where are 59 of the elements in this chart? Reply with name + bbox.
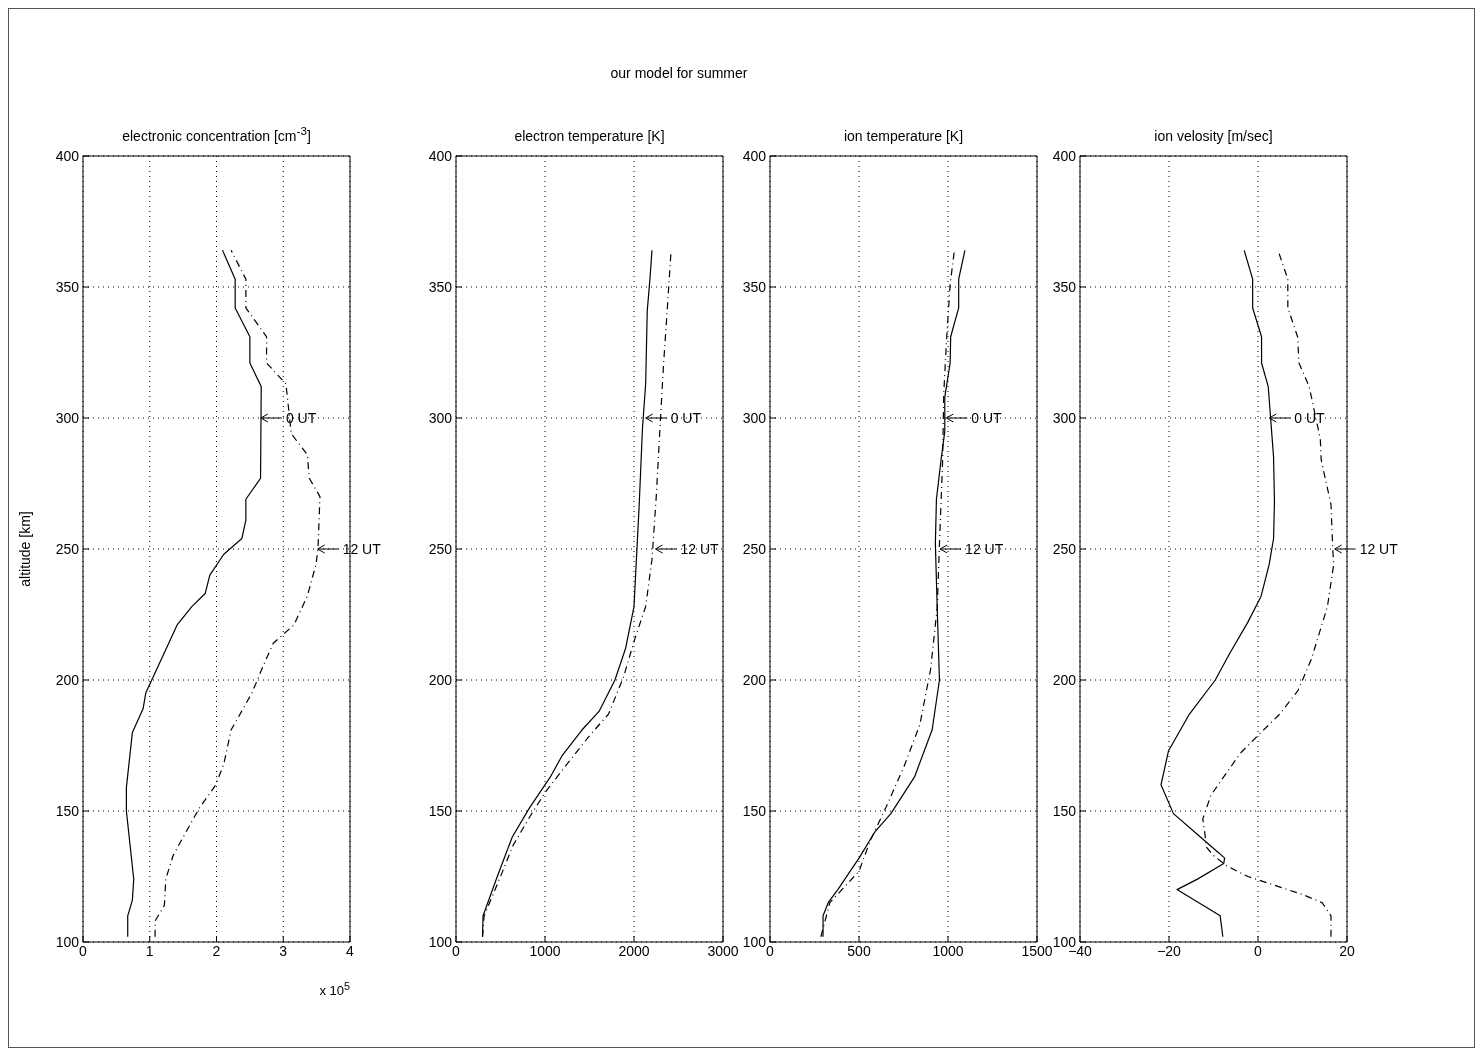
x-tick-label: 1000 (529, 942, 561, 959)
y-tick-label: 250 (55, 540, 80, 557)
x-tick-label: 2000 (618, 942, 650, 959)
y-tick-label: 150 (742, 802, 767, 819)
y-tick-label: 250 (1052, 540, 1077, 557)
annotation: 0 UT (285, 410, 317, 426)
x-tick-label: 3 (279, 942, 288, 959)
chart-title: ion temperature [K] (842, 128, 965, 144)
x-tick-label: 1 (145, 942, 154, 959)
x-tick-label: 0 (79, 942, 88, 959)
x-tick-label: 0 (766, 942, 775, 959)
y-tick-label: 150 (428, 802, 453, 819)
y-tick-label: 300 (55, 409, 80, 426)
y-tick-label: 150 (55, 802, 80, 819)
y-tick-label: 200 (742, 671, 767, 688)
y-tick-label: 350 (742, 278, 767, 295)
text: our model for summer (609, 65, 749, 81)
chart-title: electron temperature [K] (513, 128, 666, 144)
y-tick-label: 100 (1052, 933, 1077, 950)
y-tick-label: 400 (55, 147, 80, 164)
annotation: 12 UT (1359, 541, 1399, 557)
y-axis-title: altitude [km] (16, 511, 33, 587)
y-tick-label: 250 (742, 540, 767, 557)
x-tick-label: 2 (212, 942, 221, 959)
annotation: 12 UT (680, 541, 720, 557)
annotation: 0 UT (670, 410, 702, 426)
y-tick-label: 300 (742, 409, 767, 426)
x-tick-label: −20 (1157, 942, 1182, 959)
y-tick-label: 350 (1052, 278, 1077, 295)
annotation: 0 UT (971, 410, 1003, 426)
x-tick-label: 0 (1254, 942, 1263, 959)
x-tick-label: 1500 (1021, 942, 1053, 959)
y-tick-label: 100 (428, 933, 453, 950)
x-tick-label: 20 (1339, 942, 1355, 959)
x-tick-label: 1000 (932, 942, 964, 959)
y-tick-label: 100 (55, 933, 80, 950)
chart-title: ion velosity [m/sec] (1153, 128, 1274, 144)
annotation: 0 UT (1294, 410, 1326, 426)
x-tick-label: 500 (847, 942, 871, 959)
x-tick-label: 0 (452, 942, 461, 959)
x-tick-label: 4 (346, 942, 355, 959)
y-tick-label: 350 (428, 278, 453, 295)
y-tick-label: 350 (55, 278, 80, 295)
y-tick-label: 200 (55, 671, 80, 688)
y-tick-label: 200 (1052, 671, 1077, 688)
x-tick-label: 3000 (707, 942, 739, 959)
chart-title: electronic concentration [cm$^{-3}$] (121, 124, 312, 144)
y-tick-label: 300 (428, 409, 453, 426)
y-tick-label: 250 (428, 540, 453, 557)
y-tick-label: 150 (1052, 802, 1077, 819)
y-tick-label: 100 (742, 933, 767, 950)
y-tick-label: 300 (1052, 409, 1077, 426)
annotation: 12 UT (965, 541, 1004, 557)
y-tick-label: 400 (428, 147, 453, 164)
y-tick-label: 200 (428, 671, 453, 688)
y-tick-label: 400 (1052, 147, 1077, 164)
x-axis-title: x 10$^{5}$ (318, 980, 350, 999)
y-tick-label: 400 (742, 147, 767, 164)
annotation: 12 UT (342, 541, 382, 557)
